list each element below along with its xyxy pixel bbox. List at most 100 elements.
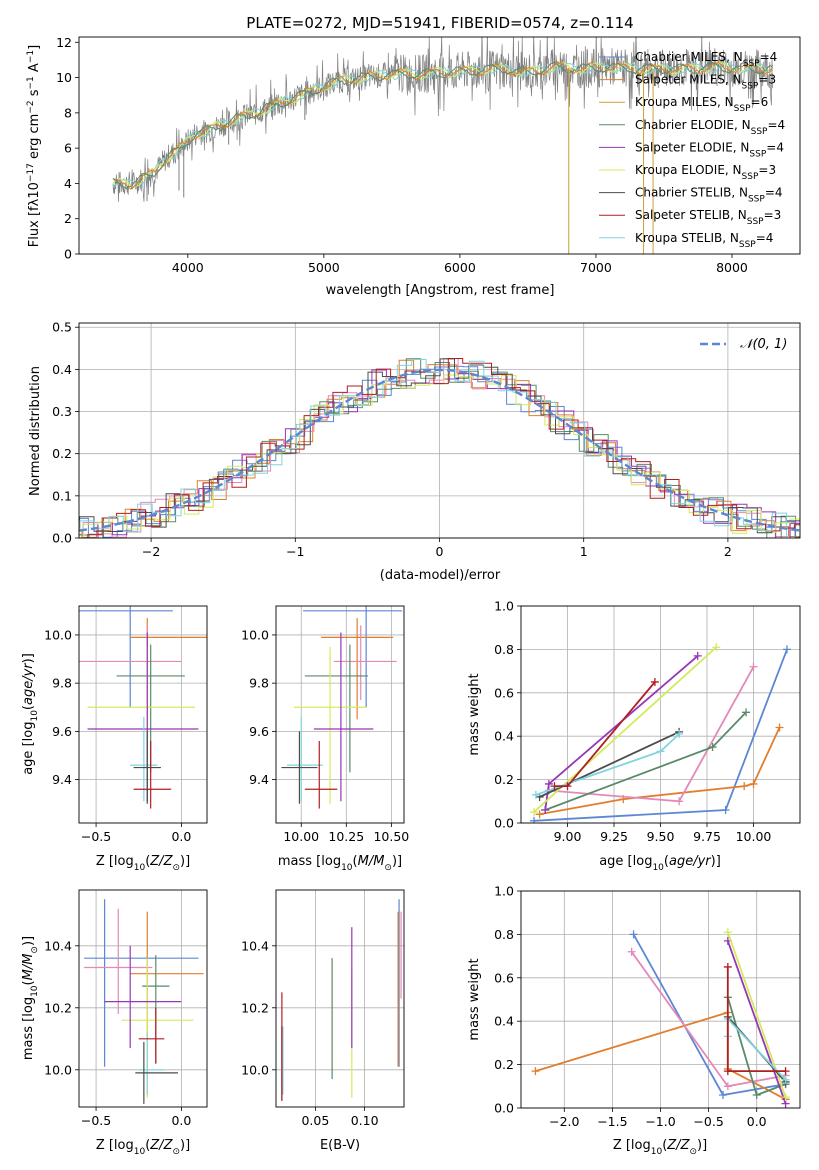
x-tick-label: 10.00 [283, 829, 319, 844]
y-axis-label: Normed distribution [28, 366, 43, 496]
x-axis-label: mass [log10(M/M⊙)] [278, 854, 402, 873]
histogram-line [79, 358, 800, 534]
x-tick-label: 0.0 [171, 1113, 191, 1128]
data-point-marker [563, 782, 572, 791]
y-tick-label: 0.2 [494, 772, 514, 787]
spectrum-marks [112, 37, 774, 254]
mass_vs_EBV-axes [272, 890, 404, 1111]
age_vs_Z-errorbars [79, 606, 207, 809]
y-tick-label: 0.0 [494, 816, 514, 831]
residuals-axes [75, 323, 800, 542]
data-point-marker [723, 928, 732, 937]
x-tick-label: 9.75 [693, 829, 721, 844]
y-tick-label: 9.4 [52, 772, 72, 787]
data-point-marker [530, 816, 539, 823]
y-tick-label: 10.0 [44, 627, 72, 642]
mass_vs_EBV-marks [281, 899, 402, 1101]
y-tick-label: 0.4 [52, 362, 72, 377]
y-tick-label: 0.4 [494, 1014, 514, 1029]
y-tick-label: 9.4 [249, 772, 269, 787]
x-tick-label: −0.5 [81, 829, 111, 844]
data-point-marker [723, 962, 732, 971]
x-tick-label: 9.00 [554, 829, 582, 844]
x-tick-label: 0.0 [747, 1114, 767, 1129]
histogram-line [79, 358, 800, 538]
y-tick-label: 10.0 [241, 1062, 269, 1077]
x-tick-label: 10.25 [328, 829, 364, 844]
x-tick-label: −2.0 [549, 1114, 579, 1129]
data-point-marker [531, 1067, 540, 1076]
data-point-marker [719, 1090, 728, 1099]
x-tick-label: 10.50 [373, 829, 409, 844]
data-point-marker [742, 708, 751, 717]
y-axis-label: mass weight [467, 673, 482, 755]
data-point-marker [693, 651, 702, 660]
y-tick-label: 10.2 [44, 1000, 72, 1015]
y-tick-label: 0 [64, 247, 72, 262]
gaussian-curve [79, 368, 800, 532]
data-point-marker [629, 930, 638, 939]
data-point-marker [627, 947, 636, 956]
legend-entry: Salpeter ELODIE, NSSP=4 [635, 140, 784, 159]
mass_vs_EBV-frame [275, 889, 405, 1108]
y-tick-label: 10.0 [241, 627, 269, 642]
x-tick-label: 5000 [308, 260, 340, 275]
mass_vs_Z-marks [84, 899, 204, 1104]
x-tick-label: 0.0 [171, 829, 191, 844]
x-tick-label: −1 [286, 544, 304, 559]
y-tick-label: 1.0 [494, 599, 514, 614]
figure-title: PLATE=0272, MJD=51941, FIBERID=0574, z=0… [246, 14, 633, 32]
y-tick-label: 10.0 [44, 1062, 72, 1077]
x-tick-label: 10.00 [736, 829, 772, 844]
y-tick-label: 0.2 [52, 446, 72, 461]
x-tick-label: 9.50 [647, 829, 675, 844]
mass_weight_vs_Z-marks [531, 928, 790, 1108]
y-tick-label: 0.0 [494, 1101, 514, 1116]
x-axis-label: wavelength [Angstrom, rest frame] [326, 283, 555, 298]
data-point-marker [749, 662, 758, 671]
data-point-marker [650, 677, 659, 686]
y-tick-label: 10 [56, 70, 72, 85]
spectrum-axes [75, 41, 733, 258]
data-point-marker [775, 723, 784, 732]
data-point-marker [740, 782, 749, 791]
y-tick-label: 0.6 [494, 970, 514, 985]
y-axis-label: Flux [fλ10−17 erg cm−2 s−1 A−1] [26, 45, 42, 247]
legend-entry: Chabrier MILES, NSSP=4 [635, 50, 777, 69]
y-axis-label: mass weight [467, 958, 482, 1040]
y-tick-label: 10.4 [44, 938, 72, 953]
legend-entry: Chabrier ELODIE, NSSP=4 [635, 118, 785, 137]
data-point-marker [782, 645, 791, 654]
y-tick-label: 0.4 [494, 729, 514, 744]
mass_weight_vs_age-lines [530, 643, 791, 823]
x-tick-label: 0.05 [301, 1113, 329, 1128]
age_vs_mass-marks [281, 606, 403, 809]
x-tick-label: 8000 [716, 260, 748, 275]
age_vs_mass-frame [275, 605, 405, 824]
model-spectrum-line [112, 61, 774, 189]
mass_weight_vs_age-marks [530, 643, 791, 823]
legend-entry: Kroupa STELIB, NSSP=4 [635, 231, 773, 250]
mass_weight_vs_age-frame [520, 605, 801, 824]
legend-entry: Salpeter STELIB, NSSP=3 [635, 208, 781, 227]
x-tick-label: −0.5 [81, 1113, 111, 1128]
data-point-marker [544, 779, 553, 788]
x-tick-label: −1.0 [645, 1114, 675, 1129]
data-point-marker [721, 805, 730, 814]
spectrum-frame [78, 36, 801, 255]
age_vs_mass-axes [272, 606, 404, 827]
x-axis-label: Z [log10(Z/Z⊙)] [96, 854, 190, 873]
x-tick-label: 2 [724, 544, 732, 559]
legend-entry: 𝒩(0, 1) [740, 337, 787, 352]
y-tick-label: 0.8 [494, 927, 514, 942]
y-tick-label: 9.6 [249, 724, 269, 739]
y-tick-label: 0.8 [494, 642, 514, 657]
mass_weight_vs_age-axes [517, 605, 800, 827]
x-tick-label: 0.10 [351, 1113, 379, 1128]
plot-layer: 4000 5000 6000 7000 8000024681012wavelength … [21, 35, 801, 1157]
residuals-frame [78, 322, 801, 539]
y-axis-label: mass [log10(M/M⊙)] [21, 936, 40, 1060]
mass_vs_EBV-errorbars [281, 899, 402, 1101]
series-line [726, 940, 787, 1105]
